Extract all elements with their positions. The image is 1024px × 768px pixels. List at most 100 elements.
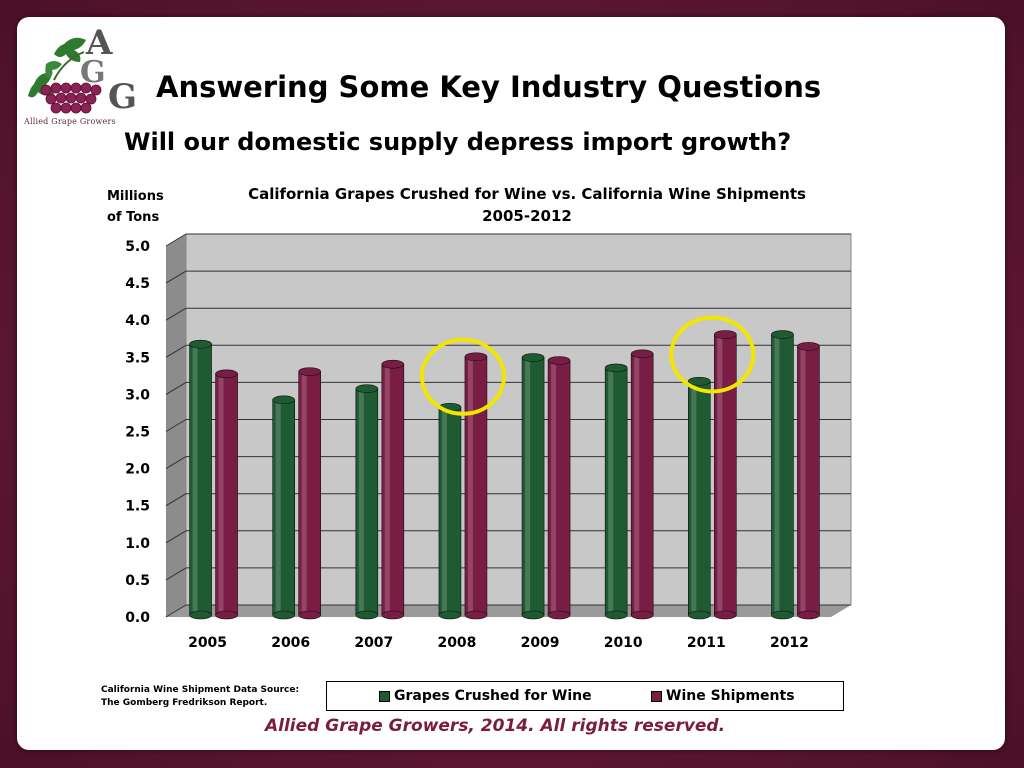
source-line-2: The Gomberg Fredrikson Report. xyxy=(101,698,268,708)
bar-top xyxy=(771,330,794,339)
bar-top xyxy=(189,339,212,349)
y-tick-label: 3.5 xyxy=(125,350,150,366)
bar-bottom xyxy=(464,610,488,620)
gridline-side xyxy=(165,307,187,321)
chart-legend: Grapes Crushed for Wine Wine Shipments xyxy=(326,681,844,711)
y-tick-label: 4.0 xyxy=(125,313,150,329)
svg-text:G: G xyxy=(108,77,137,117)
bar-highlight xyxy=(634,353,640,615)
legend-label-crushed: Grapes Crushed for Wine xyxy=(394,688,592,704)
bar-top xyxy=(272,395,295,405)
gridline-side xyxy=(165,381,187,395)
gridline-side xyxy=(165,604,187,618)
bar-highlight xyxy=(525,357,531,615)
bar-highlight xyxy=(192,344,198,615)
bar-top xyxy=(464,352,488,362)
gridline-side xyxy=(165,419,187,432)
bar-highlight xyxy=(275,399,281,615)
y-axis-label-line2: of Tons xyxy=(107,210,159,225)
bar-top xyxy=(604,363,628,373)
y-tick-label: 4.5 xyxy=(125,276,150,292)
gridline-side xyxy=(165,493,187,507)
bar-top xyxy=(355,384,379,393)
bar-bottom xyxy=(797,610,820,620)
highlight-circle-2011 xyxy=(669,315,756,394)
bar-highlight xyxy=(384,364,390,615)
bar-top xyxy=(688,376,711,386)
y-tick-label: 2.0 xyxy=(125,462,150,478)
legend-item-crushed: Grapes Crushed for Wine xyxy=(379,688,592,704)
y-tick-label: 0.0 xyxy=(125,610,150,626)
bar-top xyxy=(547,356,571,365)
bar-bottom xyxy=(189,610,212,620)
bar-highlight xyxy=(774,334,780,615)
bar-highlight xyxy=(800,346,806,615)
bar-bottom xyxy=(381,610,405,620)
bar-bottom xyxy=(521,610,545,620)
bar-top xyxy=(215,369,238,379)
gridline-side xyxy=(165,344,187,358)
bar-highlight xyxy=(467,356,473,615)
bar-highlight xyxy=(717,334,723,615)
bar-bottom xyxy=(355,610,379,620)
data-source-note: California Wine Shipment Data Source: Th… xyxy=(101,684,299,710)
gridline-side xyxy=(165,456,187,470)
chart-title: California Grapes Crushed for Wine vs. C… xyxy=(248,185,806,203)
gridline-side xyxy=(165,567,187,581)
bar-bottom xyxy=(547,610,571,620)
y-tick-label: 0.5 xyxy=(125,573,150,589)
bar-bottom xyxy=(688,610,711,620)
x-tick-label: 2010 xyxy=(604,635,643,651)
bar-highlight xyxy=(218,373,224,615)
source-line-1: California Wine Shipment Data Source: xyxy=(101,685,300,695)
bar-bottom xyxy=(604,610,628,620)
gridline-side xyxy=(165,270,187,284)
x-tick-label: 2012 xyxy=(770,635,809,651)
bar-bottom xyxy=(272,610,295,620)
x-tick-label: 2005 xyxy=(188,635,227,651)
legend-label-shipments: Wine Shipments xyxy=(666,688,795,704)
bar-highlight xyxy=(608,367,614,615)
y-tick-label: 2.5 xyxy=(125,425,150,441)
bar-highlight xyxy=(301,371,307,615)
logo-caption: Allied Grape Growers xyxy=(24,117,116,126)
bar-highlight xyxy=(358,388,364,615)
page-title: Answering Some Key Industry Questions xyxy=(156,70,822,104)
svg-text:G: G xyxy=(80,55,106,90)
bar-highlight xyxy=(551,360,557,615)
bar-bottom xyxy=(771,610,794,620)
y-tick-label: 1.0 xyxy=(125,536,150,552)
copyright-footer: Allied Grape Growers, 2014. All rights r… xyxy=(265,716,726,736)
bar-highlight xyxy=(691,381,697,615)
page-subtitle: Will our domestic supply depress import … xyxy=(124,128,792,156)
y-tick-label: 3.0 xyxy=(125,387,150,403)
svg-text:A: A xyxy=(85,24,113,63)
x-tick-label: 2011 xyxy=(687,635,726,651)
bar-top xyxy=(630,349,654,359)
bar-bottom xyxy=(630,610,654,620)
chart-title-years: 2005-2012 xyxy=(482,207,572,225)
y-tick-label: 1.5 xyxy=(125,499,150,515)
x-tick-label: 2009 xyxy=(521,635,560,651)
bar-top xyxy=(298,367,321,376)
legend-item-shipments: Wine Shipments xyxy=(651,688,795,704)
bar-top xyxy=(521,353,545,362)
chart-floor xyxy=(166,605,851,617)
bar-top xyxy=(797,342,820,351)
legend-swatch-shipments xyxy=(651,690,662,702)
bar-bottom xyxy=(438,610,462,620)
bar-top xyxy=(381,359,405,369)
bar-bottom xyxy=(298,610,321,620)
highlight-circle-2008 xyxy=(419,337,506,416)
legend-swatch-crushed xyxy=(379,690,390,702)
allied-grape-growers-logo: A G G xyxy=(28,24,137,117)
bar-highlight xyxy=(441,407,447,615)
bar-bottom xyxy=(714,610,737,620)
x-tick-label: 2007 xyxy=(354,635,393,651)
gridline-side xyxy=(165,530,187,544)
bar-top xyxy=(714,330,737,339)
bar-bottom xyxy=(215,610,238,620)
x-tick-label: 2006 xyxy=(271,635,310,651)
x-tick-label: 2008 xyxy=(437,635,476,651)
